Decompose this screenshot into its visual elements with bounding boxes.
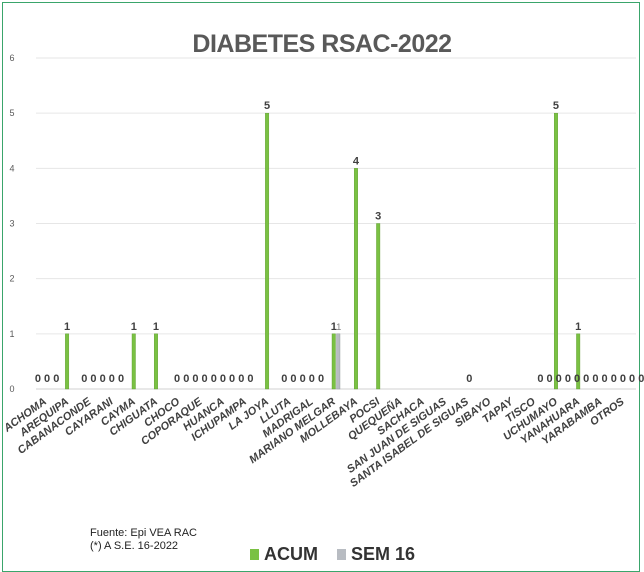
bar-acum xyxy=(65,333,70,390)
data-label: 1 xyxy=(575,321,581,333)
y-tick-label: 0 xyxy=(9,384,14,394)
y-tick-label: 2 xyxy=(9,274,14,284)
source-line-2: (*) A S.E. 16-2022 xyxy=(90,540,179,552)
data-label: 1 xyxy=(331,321,337,333)
data-label: 1 xyxy=(131,321,137,333)
zero-label: 0 xyxy=(466,373,472,385)
legend-item-sem: SEM 16 xyxy=(337,544,415,565)
source-line-1: Fuente: Epi VEA RAC xyxy=(90,527,197,539)
bar-acum xyxy=(331,333,336,390)
zero-label: 0 0 0 0 0 xyxy=(281,373,324,385)
data-label: 5 xyxy=(264,100,270,112)
zero-label: 0 0 0 0 0 xyxy=(81,373,124,385)
bar-acum xyxy=(576,333,581,390)
data-label-sem: 1 xyxy=(336,322,341,332)
y-tick-label: 4 xyxy=(9,163,14,173)
legend-item-acum: ACUM xyxy=(250,544,318,565)
y-tick-label: 6 xyxy=(9,53,14,63)
chart-legend: ACUM SEM 16 xyxy=(250,544,429,565)
data-label: 1 xyxy=(153,321,159,333)
bar-acum xyxy=(265,112,270,390)
bar-acum xyxy=(131,333,136,390)
y-tick-label: 3 xyxy=(9,219,14,229)
y-tick-label: 1 xyxy=(9,329,14,339)
data-label: 3 xyxy=(375,211,381,223)
source-note: Fuente: Epi VEA RAC (*) A S.E. 16-2022 xyxy=(90,527,197,553)
bar-acum xyxy=(554,112,558,390)
chart-title: DIABETES RSAC-2022 xyxy=(192,30,452,58)
legend-label-acum: ACUM xyxy=(264,544,318,564)
zero-label: 0 0 0 0 0 0 0 0 0 xyxy=(174,373,254,385)
data-label: 1 xyxy=(64,321,70,333)
bar-acum xyxy=(376,223,381,390)
zero-label: 0 0 0 0 0 0 0 0 0 0 0 0 0 0 0 0 0 xyxy=(537,373,644,385)
data-label: 4 xyxy=(353,155,360,167)
bar-acum xyxy=(154,333,158,390)
zero-label: 0 0 0 xyxy=(35,373,59,385)
legend-swatch-sem xyxy=(337,549,347,560)
y-tick-label: 5 xyxy=(9,108,14,118)
data-label: 5 xyxy=(553,100,559,112)
legend-label-sem: SEM 16 xyxy=(351,544,416,564)
legend-swatch-acum xyxy=(250,549,259,560)
bar-acum xyxy=(354,168,358,390)
bar-sem xyxy=(336,333,341,390)
